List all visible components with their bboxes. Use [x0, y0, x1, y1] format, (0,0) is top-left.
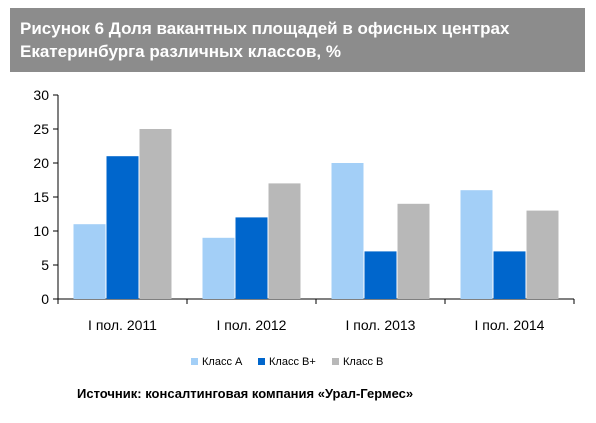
y-tick-label: 15: [33, 189, 49, 205]
bar-2-4: [493, 251, 526, 299]
chart-title: Рисунок 6 Доля вакантных площадей в офис…: [20, 19, 510, 61]
legend-swatch-3: [332, 358, 339, 365]
bar-3-3: [397, 203, 430, 299]
y-tick-label: 5: [41, 257, 49, 273]
legend-label-3: Класс В: [343, 356, 383, 368]
bar-1-2: [202, 237, 235, 299]
x-category-label: I пол. 2013: [346, 317, 416, 333]
y-tick-label: 20: [33, 155, 49, 171]
legend-swatch-1: [191, 358, 198, 365]
y-tick-label: 30: [33, 87, 49, 103]
legend-label-2: Класс В+: [269, 356, 316, 368]
bar-1-3: [331, 163, 364, 299]
bar-3-2: [268, 183, 301, 299]
source-note: Источник: консалтинговая компания «Урал-…: [77, 386, 414, 401]
legend-label-1: Класс А: [202, 356, 243, 368]
y-tick-label: 25: [33, 121, 49, 137]
y-tick-label: 10: [33, 223, 49, 239]
x-category-label: I пол. 2011: [88, 317, 157, 333]
bar-1-4: [460, 190, 493, 299]
y-tick-label: 0: [41, 291, 49, 307]
bar-2-3: [364, 251, 397, 299]
legend-swatch-2: [258, 358, 265, 365]
title-banner: Рисунок 6 Доля вакантных площадей в офис…: [10, 8, 585, 72]
bar-2-1: [106, 156, 139, 299]
x-category-label: I пол. 2014: [475, 317, 545, 333]
bar-3-4: [526, 210, 559, 299]
bar-1-1: [73, 224, 106, 299]
bar-3-1: [139, 129, 172, 299]
x-category-label: I пол. 2012: [217, 317, 287, 333]
bar-2-2: [235, 217, 268, 299]
